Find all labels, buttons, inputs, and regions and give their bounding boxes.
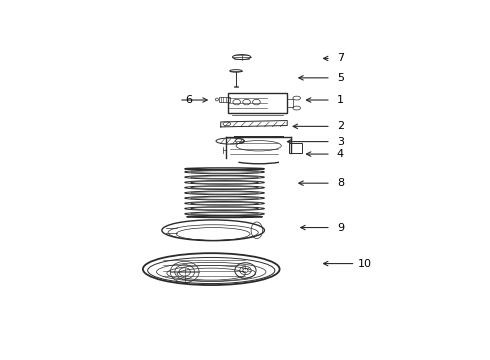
Text: 7: 7 xyxy=(337,53,344,63)
Text: 2: 2 xyxy=(337,121,344,131)
Bar xyxy=(289,143,302,153)
Text: 3: 3 xyxy=(337,136,344,147)
Text: 10: 10 xyxy=(358,258,372,269)
Bar xyxy=(228,93,287,113)
Bar xyxy=(219,97,230,102)
Text: 8: 8 xyxy=(337,178,344,188)
Text: 9: 9 xyxy=(337,222,344,233)
Text: 6: 6 xyxy=(185,95,192,105)
Text: 4: 4 xyxy=(337,149,344,159)
Text: 1: 1 xyxy=(337,95,344,105)
Text: 5: 5 xyxy=(337,73,344,83)
